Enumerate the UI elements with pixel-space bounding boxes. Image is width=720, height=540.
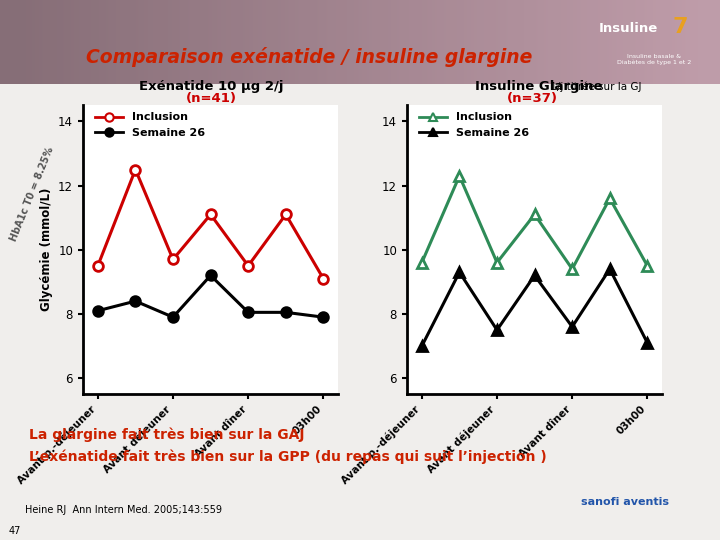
Y-axis label: Glycémie (mmol/L): Glycémie (mmol/L): [40, 188, 53, 312]
Text: L’exénatide fait très bien sur la GPP (du repas qui suit l’injection ): L’exénatide fait très bien sur la GPP (d…: [29, 449, 546, 463]
Text: 47: 47: [9, 525, 21, 536]
Text: (n=37): (n=37): [508, 92, 558, 105]
Text: Insuline basale &
Diabètes de type 1 et 2: Insuline basale & Diabètes de type 1 et …: [617, 54, 692, 65]
Text: 7: 7: [672, 17, 688, 37]
Text: Exénatide 10 µg 2/j: Exénatide 10 µg 2/j: [139, 80, 283, 93]
Text: 1/j titrée sur la GJ: 1/j titrée sur la GJ: [547, 81, 642, 92]
Text: (n=41): (n=41): [186, 92, 236, 105]
Text: Insuline Glargine: Insuline Glargine: [475, 80, 603, 93]
Text: Insuline: Insuline: [599, 22, 659, 35]
Text: sanofi aventis: sanofi aventis: [581, 497, 670, 507]
Text: Comparaison exénatide / insuline glargine: Comparaison exénatide / insuline glargin…: [86, 46, 533, 67]
Legend: Inclusion, Semaine 26: Inclusion, Semaine 26: [91, 108, 210, 143]
Text: HbA1c T0 = 8.25%: HbA1c T0 = 8.25%: [9, 146, 56, 243]
Text: La glargine fait très bien sur la GAJ: La glargine fait très bien sur la GAJ: [29, 428, 305, 442]
Text: Heine RJ  Ann Intern Med. 2005;143:559: Heine RJ Ann Intern Med. 2005;143:559: [25, 505, 222, 515]
Legend: Inclusion, Semaine 26: Inclusion, Semaine 26: [415, 108, 534, 143]
